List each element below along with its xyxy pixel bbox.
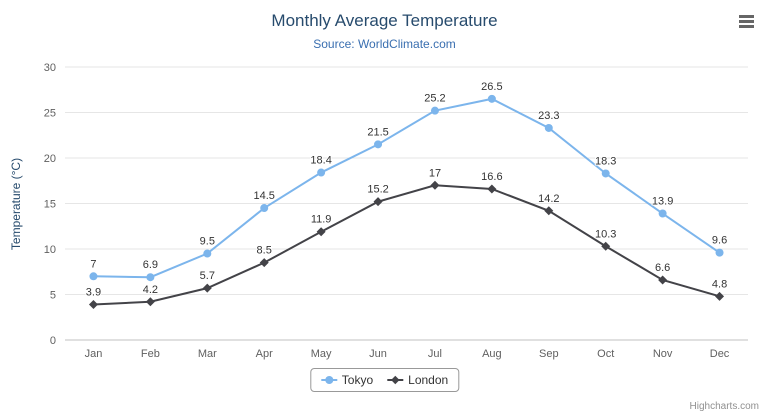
series-line-tokyo[interactable] bbox=[93, 97, 721, 279]
data-label: 9.6 bbox=[712, 235, 727, 247]
legend-item-tokyo[interactable]: Tokyo bbox=[320, 373, 374, 387]
x-tick-label: Nov bbox=[653, 348, 673, 360]
series-line-london[interactable] bbox=[93, 184, 720, 306]
credits-link[interactable]: Highcharts.com bbox=[689, 401, 759, 412]
data-label: 14.2 bbox=[538, 193, 559, 205]
legend-item-london[interactable]: London bbox=[387, 373, 448, 387]
data-label: 25.2 bbox=[424, 93, 445, 105]
data-label: 4.8 bbox=[712, 278, 727, 290]
legend-label: Tokyo bbox=[341, 373, 374, 387]
data-point-marker[interactable] bbox=[259, 258, 269, 268]
x-tick-label: May bbox=[311, 348, 332, 360]
data-label: 10.3 bbox=[595, 228, 616, 240]
data-point-marker[interactable] bbox=[430, 180, 440, 190]
data-point-marker[interactable] bbox=[373, 197, 383, 207]
chart-subtitle: Source: WorldClimate.com bbox=[313, 37, 456, 51]
data-label: 17 bbox=[429, 167, 441, 179]
data-label: 16.6 bbox=[481, 171, 502, 183]
data-point-marker[interactable] bbox=[89, 272, 98, 281]
x-tick-label: Jan bbox=[85, 348, 103, 360]
data-point-marker[interactable] bbox=[430, 106, 439, 115]
data-point-marker[interactable] bbox=[715, 291, 725, 301]
data-label: 18.3 bbox=[595, 155, 616, 167]
data-label: 7 bbox=[90, 258, 96, 270]
y-tick-label: 0 bbox=[50, 335, 56, 347]
data-point-marker[interactable] bbox=[374, 140, 383, 149]
data-label: 13.9 bbox=[652, 196, 673, 208]
data-label: 6.9 bbox=[143, 259, 158, 271]
data-point-marker[interactable] bbox=[544, 123, 553, 132]
data-point-marker[interactable] bbox=[202, 283, 212, 293]
data-point-marker[interactable] bbox=[88, 300, 98, 310]
y-tick-label: 30 bbox=[44, 62, 56, 74]
data-label: 23.3 bbox=[538, 110, 559, 122]
x-tick-label: Aug bbox=[482, 348, 502, 360]
data-label: 15.2 bbox=[367, 184, 388, 196]
data-point-marker[interactable] bbox=[715, 248, 724, 257]
data-point-marker[interactable] bbox=[260, 204, 269, 213]
data-point-marker[interactable] bbox=[317, 168, 326, 177]
data-point-marker[interactable] bbox=[601, 241, 611, 251]
data-point-marker[interactable] bbox=[203, 249, 212, 258]
data-label: 5.7 bbox=[200, 270, 215, 282]
y-tick-label: 20 bbox=[44, 153, 56, 165]
data-label: 14.5 bbox=[253, 190, 274, 202]
x-tick-label: Dec bbox=[710, 348, 730, 360]
data-point-marker[interactable] bbox=[316, 227, 326, 237]
y-tick-label: 5 bbox=[50, 290, 56, 302]
data-point-marker[interactable] bbox=[658, 275, 668, 285]
data-point-marker[interactable] bbox=[487, 94, 496, 103]
circle-marker-icon bbox=[320, 375, 337, 385]
data-point-marker[interactable] bbox=[544, 206, 554, 216]
data-label: 6.6 bbox=[655, 262, 670, 274]
y-tick-label: 10 bbox=[44, 244, 56, 256]
data-label: 4.2 bbox=[143, 284, 158, 296]
legend: Tokyo London bbox=[309, 368, 460, 392]
data-label: 9.5 bbox=[200, 236, 215, 248]
x-tick-label: Sep bbox=[539, 348, 559, 360]
x-tick-label: Mar bbox=[198, 348, 217, 360]
y-tick-label: 15 bbox=[44, 199, 56, 211]
legend-label: London bbox=[408, 373, 449, 387]
x-tick-label: Oct bbox=[597, 348, 614, 360]
x-tick-label: Jun bbox=[369, 348, 387, 360]
x-tick-label: Jul bbox=[428, 348, 442, 360]
data-label: 21.5 bbox=[367, 126, 388, 138]
data-label: 8.5 bbox=[257, 245, 272, 257]
data-label: 11.9 bbox=[311, 214, 332, 226]
x-tick-label: Apr bbox=[256, 348, 273, 360]
data-label: 3.9 bbox=[86, 287, 101, 299]
export-menu-button[interactable] bbox=[735, 14, 759, 36]
data-point-marker[interactable] bbox=[145, 297, 155, 307]
data-label: 26.5 bbox=[481, 81, 502, 93]
diamond-marker-icon bbox=[387, 375, 404, 385]
chart-title: Monthly Average Temperature bbox=[271, 11, 498, 30]
x-tick-label: Feb bbox=[141, 348, 160, 360]
data-point-marker[interactable] bbox=[146, 273, 155, 282]
hamburger-icon bbox=[739, 15, 754, 18]
data-point-marker[interactable] bbox=[658, 209, 667, 218]
data-point-marker[interactable] bbox=[601, 169, 610, 178]
y-tick-label: 25 bbox=[44, 108, 56, 120]
data-label: 18.4 bbox=[310, 155, 331, 167]
data-point-marker[interactable] bbox=[487, 184, 497, 194]
